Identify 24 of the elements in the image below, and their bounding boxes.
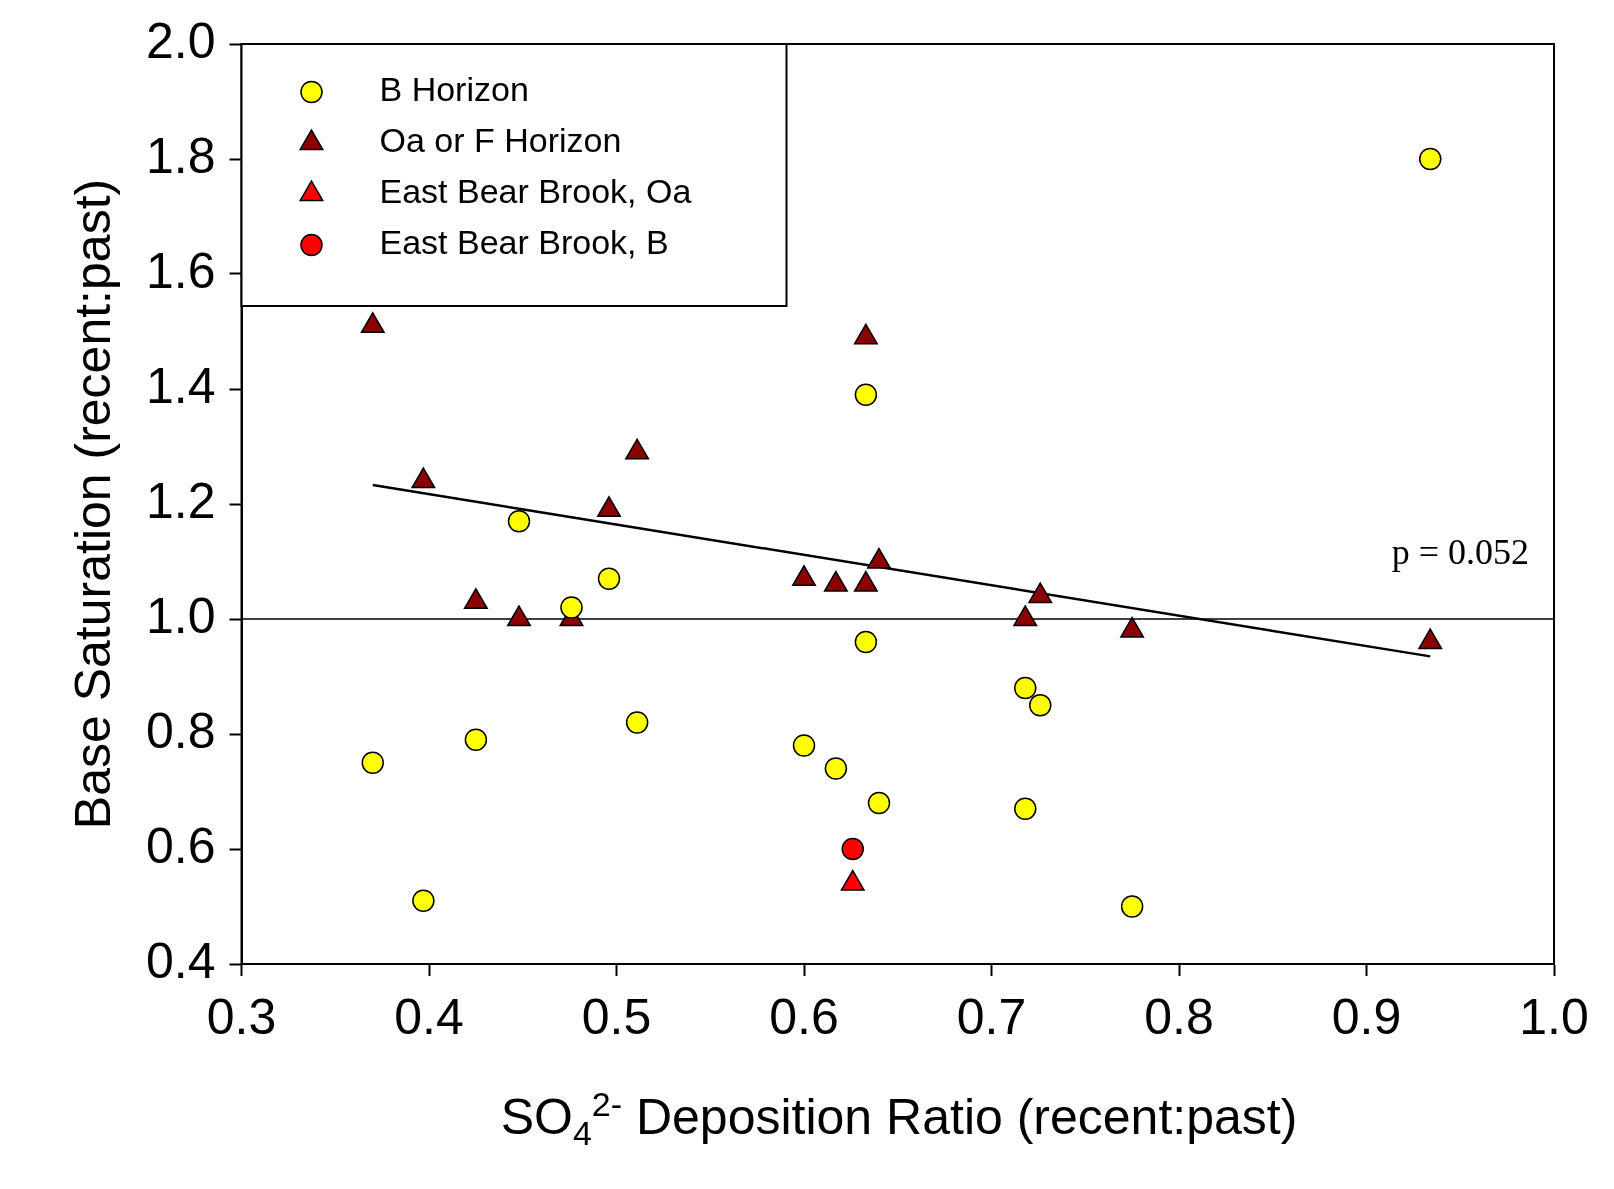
x-tick-label: 0.7 xyxy=(956,988,1027,1045)
y-axis-title: Base Saturation (recent:past) xyxy=(64,178,121,830)
legend-label: East Bear Brook, B xyxy=(379,223,669,262)
y-tick-label: 1.0 xyxy=(145,587,216,644)
x-tick-label: 0.5 xyxy=(581,988,652,1045)
x-tick-label: 0.4 xyxy=(394,988,464,1045)
x-axis-title: SO$_{4}$$^{2-}$ Deposition Ratio (recent:past) xyxy=(499,1085,1299,1153)
x-tick-label: 0.3 xyxy=(206,988,277,1045)
y-tick-label: 0.8 xyxy=(145,702,216,759)
y-tick-label: 1.8 xyxy=(145,127,216,184)
annotation: p = 0.052 xyxy=(1391,532,1529,573)
y-tick-label: 1.2 xyxy=(145,472,216,529)
y-tick-label: 0.4 xyxy=(145,932,216,989)
y-tick-label: 1.6 xyxy=(145,242,216,299)
y-tick-label: 0.6 xyxy=(145,817,216,874)
y-tick-label: 2.0 xyxy=(145,12,216,69)
x-tick-label: 1.0 xyxy=(1519,988,1589,1045)
x-tick-label: 0.9 xyxy=(1331,988,1402,1045)
legend-label: Oa or F Horizon xyxy=(379,121,622,160)
x-tick-label: 0.6 xyxy=(769,988,839,1045)
legend-label: East Bear Brook, Oa xyxy=(379,172,692,211)
legend-label: B Horizon xyxy=(379,70,529,109)
y-tick-label: 1.4 xyxy=(145,357,216,414)
x-tick-label: 0.8 xyxy=(1144,988,1214,1045)
